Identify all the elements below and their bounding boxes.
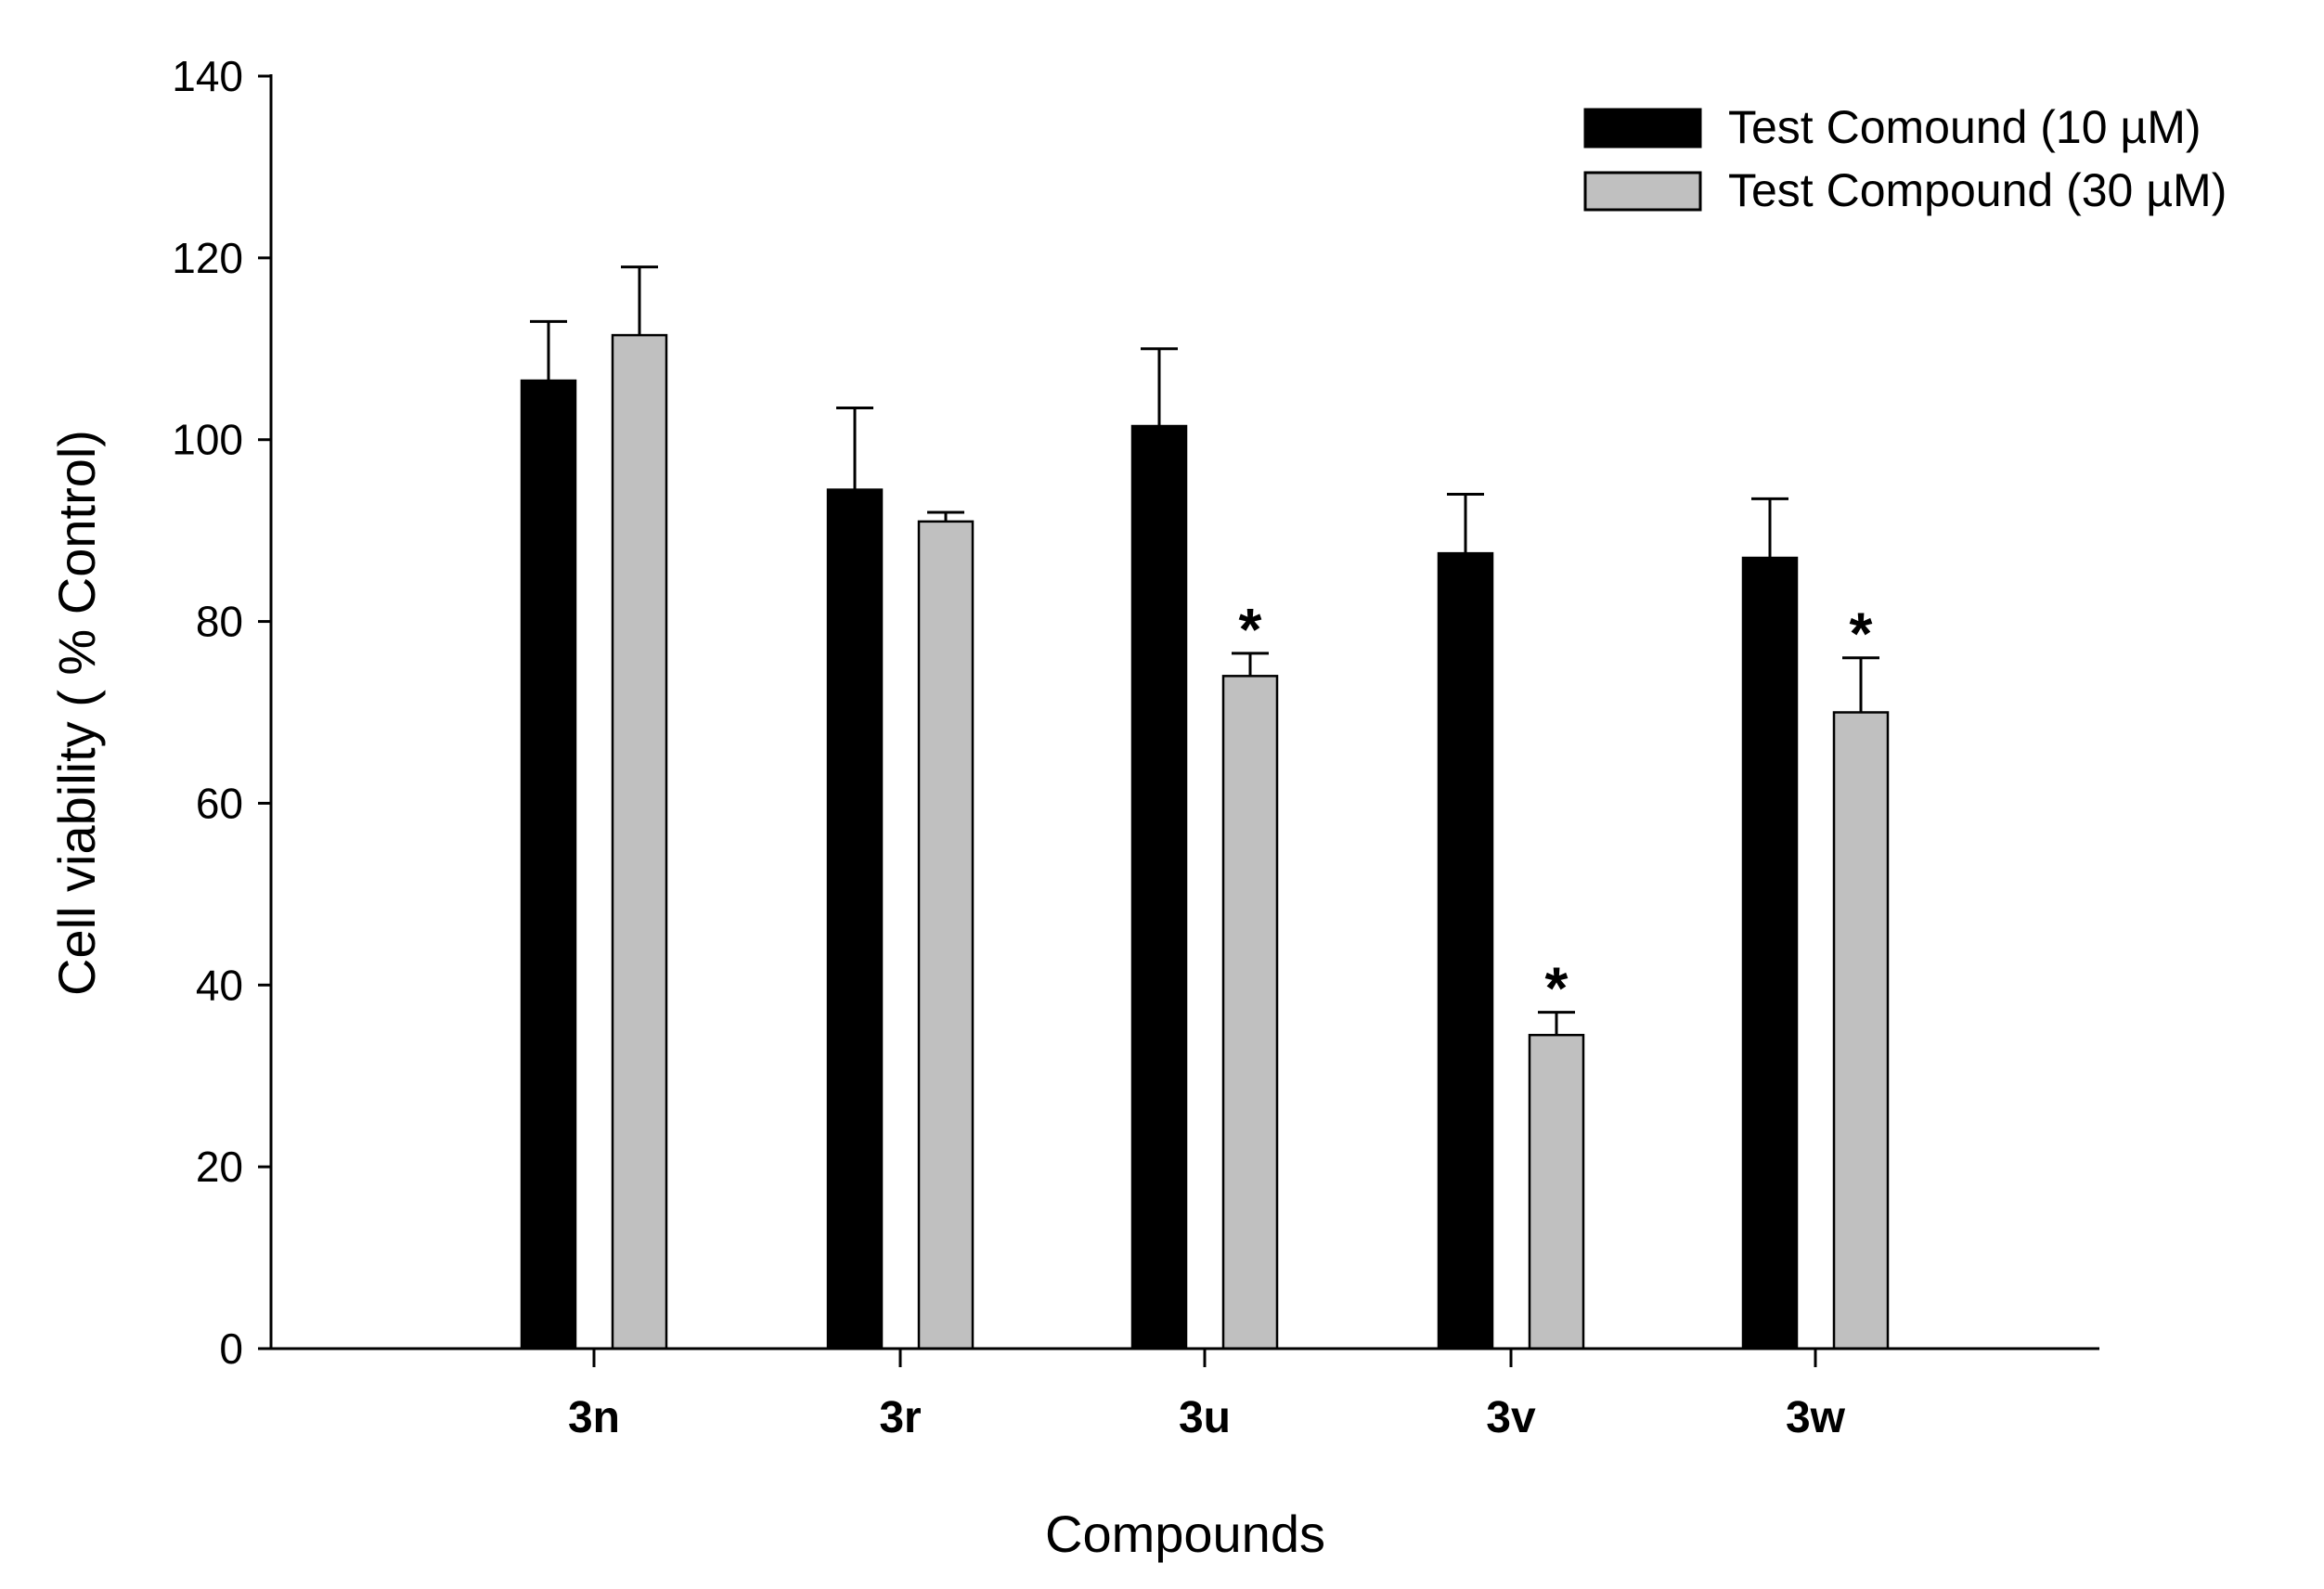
bar-3v-series-1 [1528, 1033, 1585, 1350]
legend-swatch-10uM [1583, 108, 1702, 149]
bar-3v-series-0 [1437, 551, 1494, 1350]
y-tick-label: 120 [172, 234, 243, 282]
y-axis-title: Cell viability ( % Control) [47, 430, 106, 996]
x-ticks: 3n 3r 3u 3v 3w [568, 1349, 1846, 1442]
bar-3u-series-1 [1221, 675, 1279, 1350]
y-tick-label: 20 [196, 1143, 243, 1191]
x-tick-label-3u: 3u [1179, 1393, 1231, 1442]
y-tick-label: 100 [172, 416, 243, 464]
significance-marker-3u: * [1239, 596, 1262, 663]
y-tick-label: 60 [196, 779, 243, 827]
y-tick-label: 140 [172, 52, 243, 100]
significance-marker-3v: * [1545, 955, 1569, 1022]
bars-layer: * * * [520, 265, 1890, 1350]
y-tick-label: 0 [219, 1324, 243, 1373]
bar-3n-series-1 [611, 333, 668, 1350]
x-tick-label-3v: 3v [1486, 1393, 1536, 1442]
significance-marker-3w: * [1850, 601, 1873, 667]
x-tick-label-3r: 3r [879, 1393, 921, 1442]
bar-3n-series-0 [520, 379, 577, 1350]
bar-3u-series-0 [1130, 424, 1188, 1350]
bar-3r-series-1 [917, 520, 975, 1350]
x-axis-title: Compounds [1045, 1505, 1325, 1563]
x-tick-label-3w: 3w [1786, 1393, 1846, 1442]
legend-swatch-30uM [1583, 171, 1702, 212]
x-tick-label-3n: 3n [568, 1393, 620, 1442]
y-tick-label: 80 [196, 598, 243, 646]
legend-label-10uM: Test Comound (10 µM) [1728, 101, 2201, 153]
bar-3w-series-1 [1832, 711, 1890, 1350]
bar-3w-series-0 [1741, 556, 1799, 1350]
legend-label-30uM: Test Compound (30 µM) [1728, 164, 2227, 216]
y-tick-label: 40 [196, 961, 243, 1009]
y-ticks: 0 20 40 60 80 100 120 140 [172, 52, 271, 1373]
bar-3r-series-0 [826, 488, 884, 1350]
axes-layer [269, 74, 2099, 1350]
legend: Test Comound (10 µM) Test Compound (30 µ… [1583, 101, 2227, 216]
